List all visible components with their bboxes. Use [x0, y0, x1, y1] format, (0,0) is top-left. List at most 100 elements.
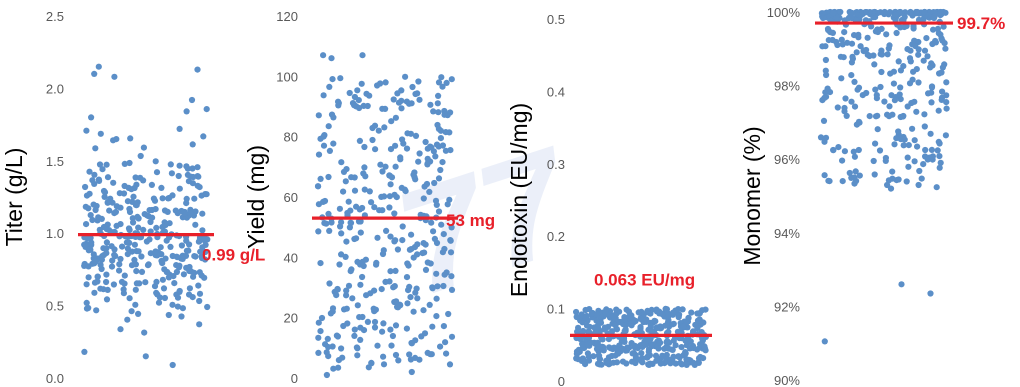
data-point: [891, 97, 899, 104]
data-point: [85, 304, 92, 312]
data-point: [935, 30, 942, 37]
data-point: [448, 273, 455, 280]
data-point: [435, 92, 442, 99]
data-point: [325, 210, 332, 217]
data-point: [188, 96, 196, 104]
data-point: [934, 147, 941, 154]
data-point: [200, 133, 207, 140]
data-point: [117, 255, 124, 263]
data-point: [395, 357, 402, 364]
data-point: [392, 351, 400, 359]
y-tick-label: 2.0: [46, 81, 64, 96]
data-point: [619, 358, 627, 365]
data-point: [895, 176, 902, 183]
data-point: [580, 327, 587, 335]
data-point: [126, 159, 133, 167]
data-point: [203, 106, 210, 113]
data-point: [447, 237, 454, 244]
data-point: [341, 306, 348, 313]
data-point: [201, 237, 208, 244]
data-point: [135, 310, 142, 317]
data-point: [435, 125, 442, 132]
data-point: [359, 313, 366, 321]
data-point: [904, 46, 911, 53]
data-point: [607, 345, 614, 352]
data-point: [866, 9, 873, 16]
data-point: [93, 307, 100, 314]
data-point: [443, 79, 450, 86]
data-point: [438, 74, 445, 81]
data-point: [176, 162, 183, 169]
data-point: [121, 272, 128, 279]
data-point: [82, 243, 89, 250]
data-point: [191, 269, 198, 276]
data-point: [159, 195, 166, 202]
data-point: [83, 221, 90, 228]
data-point: [361, 143, 368, 151]
data-point: [876, 147, 884, 154]
data-point: [835, 144, 842, 151]
data-point: [124, 316, 131, 323]
data-point: [110, 137, 117, 144]
data-point: [648, 327, 655, 335]
data-point: [144, 212, 151, 219]
data-point: [103, 239, 110, 246]
data-point: [392, 237, 399, 244]
data-point: [390, 96, 397, 103]
data-point: [854, 86, 861, 93]
y-tick-label: 0.5: [547, 12, 565, 27]
data-point: [918, 175, 925, 182]
data-point: [433, 141, 441, 148]
data-point: [834, 104, 841, 111]
y-tick-label: 0.0: [46, 371, 64, 386]
data-point: [329, 305, 337, 312]
data-point: [158, 257, 165, 265]
data-point: [137, 174, 144, 181]
data-point: [428, 219, 435, 226]
data-point: [366, 188, 373, 195]
data-point: [116, 267, 123, 274]
data-point: [406, 100, 413, 107]
data-point: [593, 317, 600, 324]
data-point: [96, 177, 103, 184]
data-point: [579, 355, 587, 362]
data-point: [189, 141, 196, 148]
data-point: [87, 234, 94, 242]
data-point: [167, 161, 174, 168]
data-point: [196, 290, 204, 297]
data-point: [357, 281, 364, 288]
data-point: [669, 321, 676, 328]
data-point: [857, 43, 864, 50]
data-point: [437, 166, 444, 174]
data-point: [371, 122, 379, 129]
data-point: [890, 80, 898, 87]
data-point: [342, 178, 349, 185]
data-point: [150, 195, 157, 202]
data-point: [371, 324, 379, 331]
data-point: [897, 136, 905, 143]
data-point: [890, 68, 898, 75]
data-point: [670, 337, 677, 344]
data-point: [893, 29, 900, 37]
data-point: [328, 55, 335, 62]
data-point: [830, 10, 837, 17]
data-point: [916, 167, 923, 175]
data-point: [317, 135, 324, 142]
data-point: [628, 340, 635, 347]
data-point: [359, 273, 366, 281]
data-point: [853, 49, 860, 56]
data-point: [410, 254, 417, 261]
data-point: [173, 268, 180, 276]
data-point: [359, 258, 366, 265]
data-point: [103, 278, 110, 286]
data-point: [130, 219, 137, 226]
data-point: [333, 332, 340, 339]
data-point: [695, 359, 702, 366]
data-point: [329, 76, 336, 83]
data-point: [404, 300, 411, 307]
data-point: [915, 16, 923, 23]
data-point: [372, 146, 379, 153]
data-point: [688, 309, 695, 316]
data-point: [328, 219, 335, 226]
data-point: [151, 283, 159, 290]
